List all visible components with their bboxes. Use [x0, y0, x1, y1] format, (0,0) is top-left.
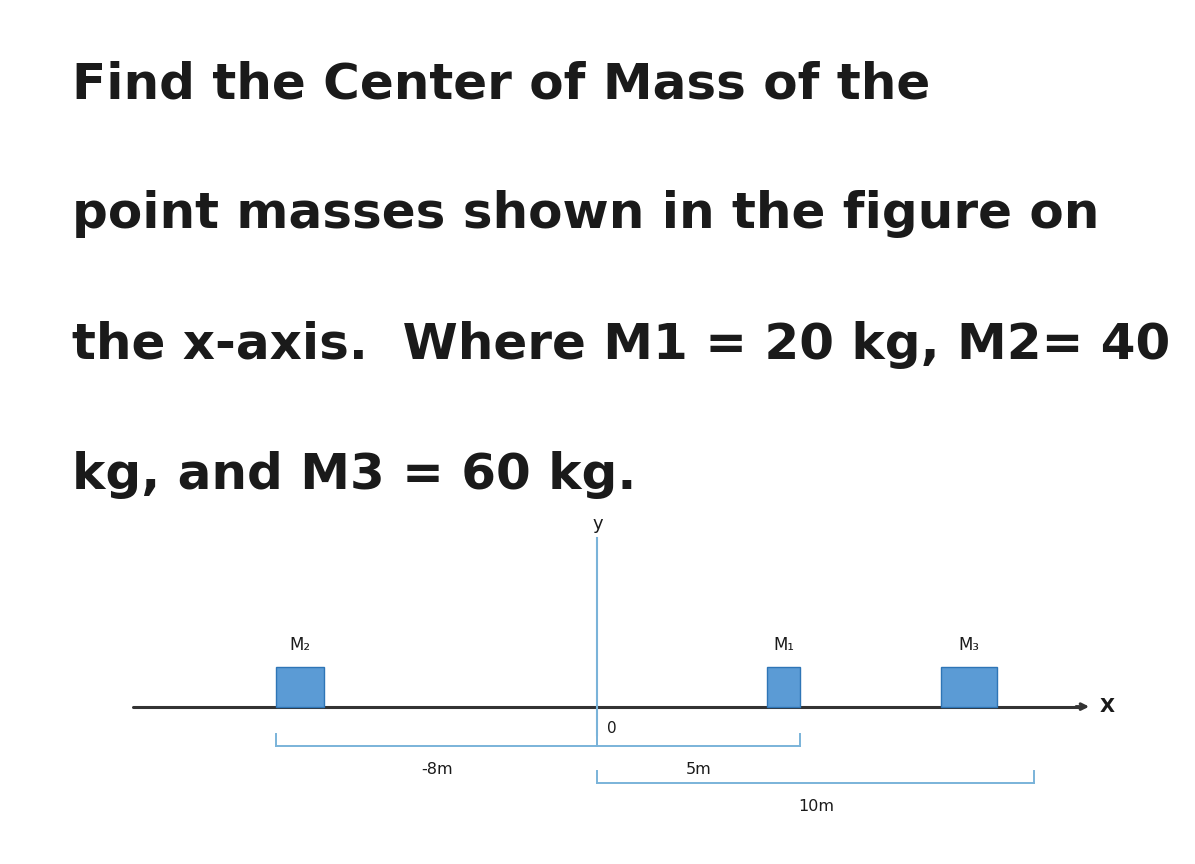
Text: Find the Center of Mass of the: Find the Center of Mass of the: [72, 60, 930, 108]
Text: y: y: [593, 516, 602, 533]
Text: -8m: -8m: [421, 762, 453, 777]
Text: kg, and M3 = 60 kg.: kg, and M3 = 60 kg.: [72, 451, 636, 499]
Text: X: X: [1099, 697, 1115, 716]
Text: the x-axis.  Where M1 = 20 kg, M2= 40: the x-axis. Where M1 = 20 kg, M2= 40: [72, 321, 1170, 369]
Bar: [767, 667, 801, 707]
Bar: [276, 667, 324, 707]
Bar: [942, 667, 997, 707]
Text: point masses shown in the figure on: point masses shown in the figure on: [72, 190, 1099, 238]
Text: 5m: 5m: [686, 762, 712, 777]
Text: M₃: M₃: [958, 636, 980, 654]
Text: 10m: 10m: [798, 799, 834, 814]
Text: M₂: M₂: [289, 636, 311, 654]
Text: 0: 0: [607, 721, 617, 735]
Text: M₁: M₁: [773, 636, 793, 654]
